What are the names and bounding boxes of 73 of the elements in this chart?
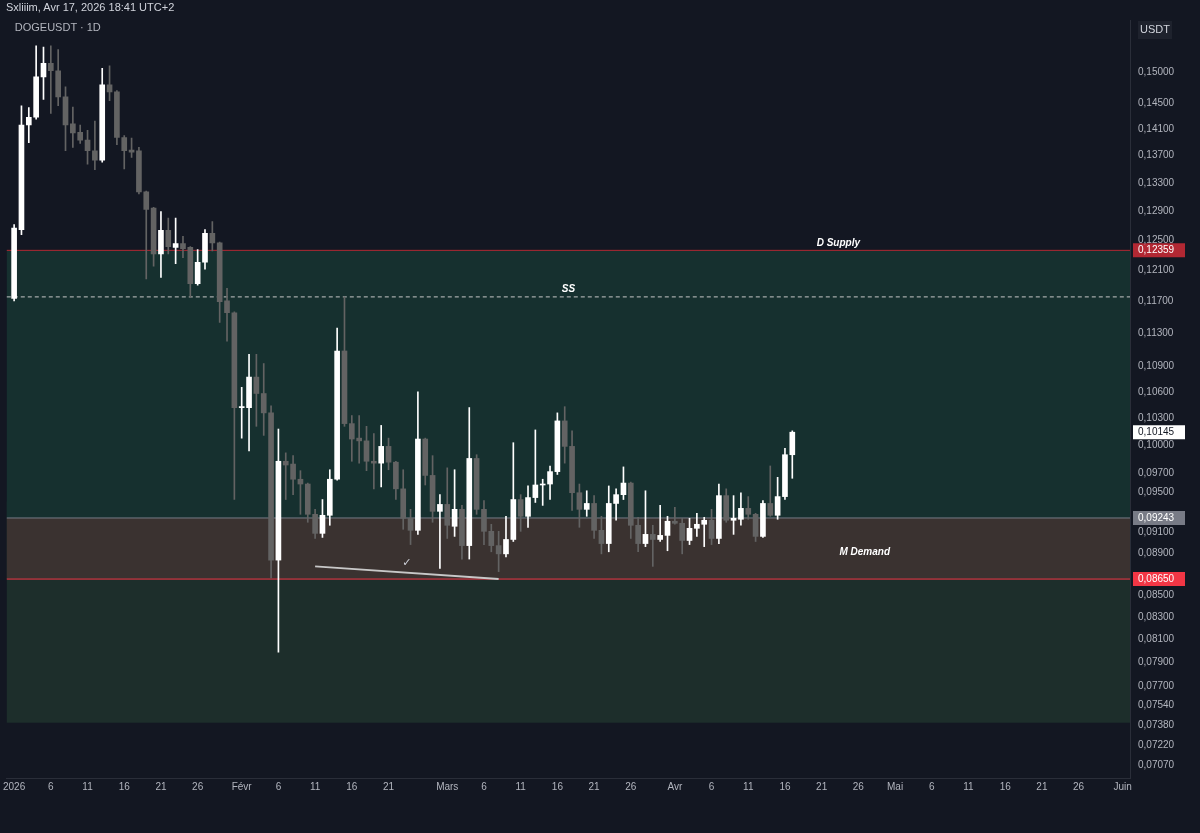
- x-tick-label: 16: [551, 780, 564, 792]
- candlestick: [92, 120, 98, 171]
- candlestick: [583, 490, 590, 517]
- x-tick-label: 11: [743, 780, 754, 792]
- x-tick-label: 11: [963, 780, 975, 792]
- y-tick-label: 0,07220: [1138, 739, 1175, 751]
- y-tick-label: 0,07900: [1138, 656, 1175, 668]
- x-tick-label: 16: [999, 780, 1012, 792]
- x-tick-label: Mars: [436, 780, 459, 792]
- y-tick-label: 0,07540: [1138, 699, 1175, 711]
- x-tick-label: 21: [588, 780, 601, 792]
- y-tick-label: 0,08300: [1138, 610, 1175, 622]
- y-tick-label: 0,14500: [1138, 96, 1175, 108]
- x-tick-label: 6: [481, 780, 488, 792]
- x-tick-label: 11: [515, 780, 527, 792]
- x-tick-label: Févr: [231, 780, 253, 792]
- y-tick-label: 0,09100: [1138, 526, 1175, 538]
- text: Sxliiim, Avr 17, 2026 18:41 UTC+2: [6, 1, 175, 14]
- y-tick-label: 0,12900: [1138, 204, 1175, 216]
- annotation: ✓: [402, 556, 412, 569]
- x-tick-label: 26: [625, 780, 637, 792]
- y-tick-label: 0,10600: [1138, 385, 1175, 397]
- x-tick-label: 6: [275, 780, 282, 792]
- y-axis-title: USDT: [1140, 23, 1171, 36]
- x-tick-label: Mai: [887, 780, 904, 792]
- y-tick-label: 0,12359: [1138, 244, 1175, 256]
- x-tick-label: 21: [816, 780, 828, 792]
- x-tick-label: 26: [852, 780, 865, 792]
- y-tick-label: 0,07380: [1138, 719, 1175, 731]
- y-tick-label: 0,13700: [1138, 149, 1175, 161]
- candlestick: [649, 524, 656, 567]
- y-tick-label: 0,11300: [1138, 326, 1174, 338]
- x-tick-label: 26: [1073, 780, 1085, 792]
- x-tick-label: 16: [346, 780, 358, 792]
- y-tick-label: 0,15000: [1138, 65, 1175, 77]
- x-tick-label: 21: [1036, 780, 1048, 792]
- y-tick-label: 0,09243: [1138, 511, 1175, 523]
- y-tick-label: 0,11700: [1138, 294, 1174, 306]
- candlestick: [437, 494, 443, 569]
- y-tick-label: 0,10145: [1138, 425, 1175, 437]
- x-tick-label: 6: [708, 780, 715, 792]
- y-tick-label: 0,12100: [1138, 263, 1175, 275]
- y-tick-label: 0,10000: [1138, 439, 1175, 451]
- x-tick-label: 11: [309, 780, 321, 792]
- ref-line-label: SS: [561, 282, 576, 294]
- y-tick-label: 0,14100: [1138, 122, 1175, 134]
- x-tick-label: 21: [155, 780, 167, 792]
- x-tick-label: 16: [779, 780, 791, 792]
- candlestick: [657, 505, 663, 542]
- ref-line-label: D Supply: [816, 237, 861, 249]
- band-label: M Demand: [839, 545, 891, 557]
- y-tick-label: 0,12500: [1138, 233, 1175, 245]
- y-tick-label: 0,08900: [1138, 546, 1175, 558]
- x-tick-label: 11: [82, 780, 94, 792]
- y-tick-label: 0,13300: [1138, 176, 1175, 188]
- x-tick-label: 26: [192, 780, 204, 792]
- x-tick-label: Avr: [667, 780, 683, 792]
- y-tick-label: 0,08100: [1138, 633, 1175, 645]
- x-tick-label: 16: [118, 780, 131, 792]
- x-tick-label: 6: [929, 780, 935, 792]
- x-tick-label: 2026: [3, 780, 26, 792]
- y-tick-label: 0,07070: [1138, 758, 1175, 770]
- y-tick-label: 0,10900: [1138, 359, 1175, 371]
- y-tick-label: 0,09700: [1138, 467, 1175, 479]
- x-tick-label: 6: [48, 780, 55, 792]
- y-tick-label: 0,09500: [1138, 486, 1175, 498]
- x-tick-label: Juin: [1113, 780, 1132, 792]
- chart-title: DOGEUSDT · 1D: [14, 20, 101, 33]
- y-tick-label: 0,08650: [1138, 572, 1175, 584]
- y-tick-label: 0,08500: [1138, 588, 1175, 600]
- y-tick-label: 0,07700: [1138, 679, 1175, 691]
- y-tick-label: 0,10300: [1138, 411, 1175, 423]
- x-tick-label: 21: [382, 780, 395, 792]
